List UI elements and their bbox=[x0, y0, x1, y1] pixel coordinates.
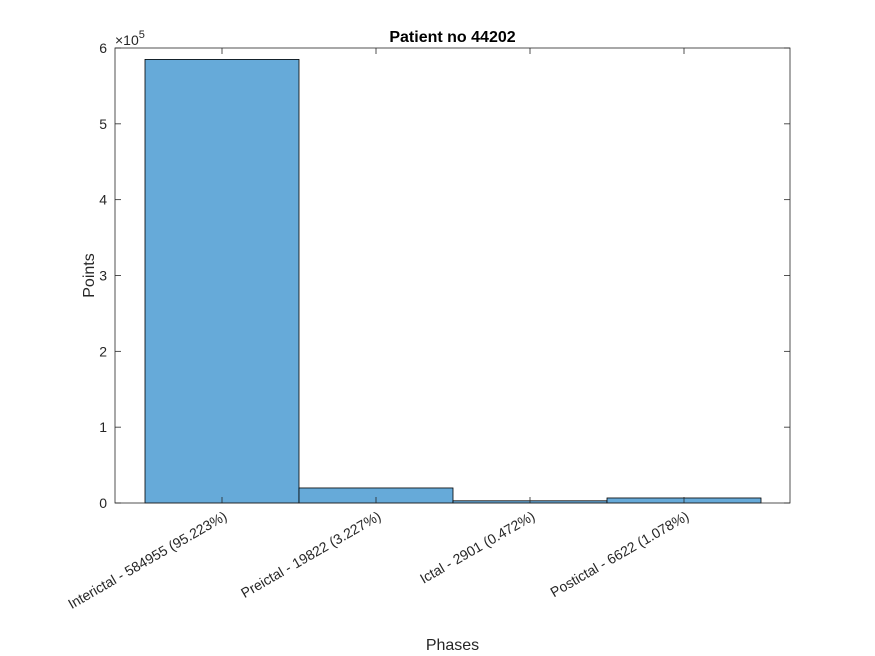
y-tick-label: 4 bbox=[99, 192, 107, 208]
y-exponent-power: 5 bbox=[139, 29, 145, 41]
y-tick-label: 5 bbox=[99, 116, 107, 132]
y-exponent-base: ×10 bbox=[115, 32, 139, 48]
y-tick-label: 3 bbox=[99, 268, 107, 284]
y-tick-label: 0 bbox=[99, 495, 107, 511]
y-tick-label: 6 bbox=[99, 40, 107, 56]
y-tick-label: 2 bbox=[99, 343, 107, 359]
x-axis-label: Phases bbox=[426, 637, 479, 654]
y-exponent-label: ×105 bbox=[115, 29, 145, 48]
y-axis-label: Points bbox=[81, 253, 98, 297]
y-tick-label: 1 bbox=[99, 419, 107, 435]
bar-1 bbox=[144, 59, 300, 504]
bars-layer bbox=[144, 59, 762, 504]
chart-title: Patient no 44202 bbox=[389, 29, 515, 46]
